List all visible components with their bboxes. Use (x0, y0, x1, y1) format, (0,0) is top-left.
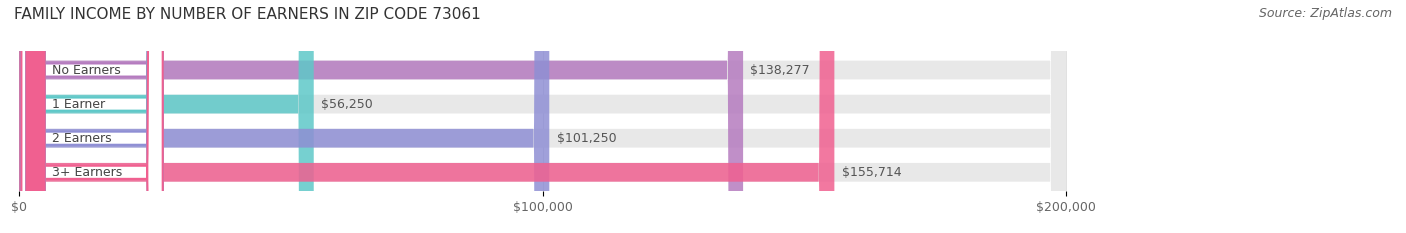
FancyBboxPatch shape (21, 0, 163, 233)
Circle shape (27, 0, 45, 233)
FancyBboxPatch shape (20, 0, 314, 233)
FancyBboxPatch shape (20, 0, 1066, 233)
Text: 3+ Earners: 3+ Earners (52, 166, 122, 179)
FancyBboxPatch shape (20, 0, 1066, 233)
FancyBboxPatch shape (20, 0, 834, 233)
Text: 2 Earners: 2 Earners (52, 132, 112, 145)
Text: No Earners: No Earners (52, 64, 121, 76)
Circle shape (27, 0, 45, 233)
FancyBboxPatch shape (20, 0, 1066, 233)
Text: $101,250: $101,250 (557, 132, 616, 145)
Circle shape (27, 0, 45, 233)
Circle shape (27, 0, 45, 233)
FancyBboxPatch shape (21, 0, 163, 233)
FancyBboxPatch shape (21, 0, 163, 233)
Text: $138,277: $138,277 (751, 64, 810, 76)
Text: $155,714: $155,714 (842, 166, 901, 179)
Text: Source: ZipAtlas.com: Source: ZipAtlas.com (1258, 7, 1392, 20)
Text: 1 Earner: 1 Earner (52, 98, 105, 111)
FancyBboxPatch shape (20, 0, 1066, 233)
Text: FAMILY INCOME BY NUMBER OF EARNERS IN ZIP CODE 73061: FAMILY INCOME BY NUMBER OF EARNERS IN ZI… (14, 7, 481, 22)
FancyBboxPatch shape (20, 0, 744, 233)
FancyBboxPatch shape (21, 0, 163, 233)
Text: $56,250: $56,250 (321, 98, 373, 111)
FancyBboxPatch shape (20, 0, 550, 233)
